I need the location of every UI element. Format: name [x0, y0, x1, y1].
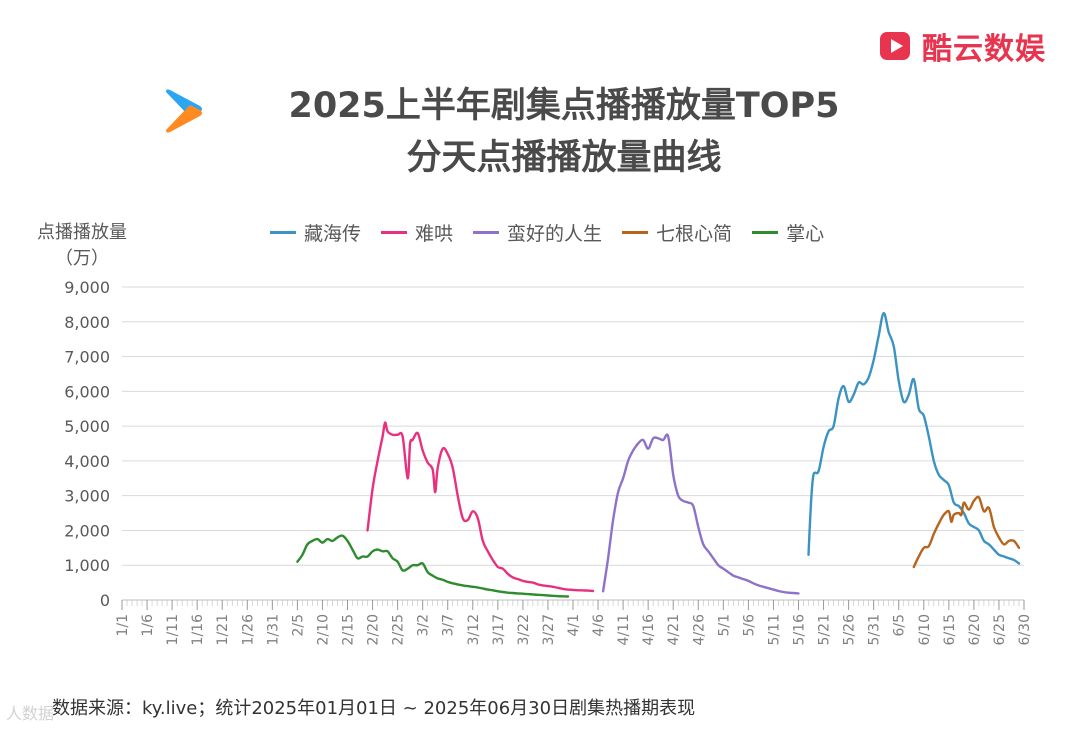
x-tick-label: 3/7: [441, 614, 457, 637]
x-tick-label: 3/22: [516, 614, 532, 645]
legend-swatch: [752, 231, 779, 234]
x-tick-label: 5/16: [792, 614, 808, 646]
legend-item: 蛮好的人生: [473, 219, 602, 246]
x-tick-label: 4/11: [616, 614, 632, 645]
legend-label: 藏海传: [304, 223, 362, 245]
x-tick-label: 6/25: [992, 614, 1008, 645]
x-tick-label: 5/26: [842, 614, 858, 646]
y-tick-label: 5,000: [64, 417, 110, 436]
x-tick-label: 1/11: [165, 614, 181, 645]
play-logo-icon: [880, 32, 910, 60]
x-tick-label: 6/10: [917, 614, 933, 645]
x-tick-label: 5/11: [766, 614, 782, 645]
y-tick-label: 3,000: [64, 487, 110, 506]
legend-item: 七根心简: [622, 219, 732, 246]
x-tick-label: 1/1: [115, 614, 131, 637]
x-tick-label: 3/17: [491, 614, 507, 645]
legend-swatch: [622, 231, 649, 234]
series-line-2: [601, 433, 800, 595]
x-tick-label: 3/27: [541, 614, 557, 645]
x-tick-label: 6/15: [942, 614, 958, 645]
x-tick-label: 2/25: [391, 614, 407, 645]
y-tick-label: 8,000: [64, 313, 110, 332]
legend-item: 难哄: [381, 219, 453, 246]
x-tick-label: 1/6: [140, 614, 156, 637]
legend-swatch: [381, 231, 408, 234]
chart-title-line1: 2025上半年剧集点播播放量TOP5: [288, 86, 840, 126]
legend-item: 掌心: [752, 219, 824, 246]
x-tick-label: 1/31: [265, 614, 281, 645]
x-tick-label: 5/6: [741, 614, 757, 637]
data-source-note: 数据来源：ky.live；统计2025年01月01日 ~ 2025年06月30日…: [52, 698, 696, 719]
series-line-0: [807, 311, 1021, 565]
legend-label: 蛮好的人生: [507, 223, 603, 245]
watermark: 人数据: [6, 704, 55, 723]
x-tick-label: 5/1: [716, 614, 732, 637]
title-block: 2025上半年剧集点播播放量TOP5 分天点播播放量曲线: [160, 80, 920, 184]
app-logo-icon: [166, 89, 202, 133]
x-tick-label: 2/10: [315, 614, 331, 645]
legend-label: 掌心: [786, 223, 825, 245]
y-tick-label: 6,000: [64, 382, 110, 401]
x-tick-label: 4/1: [566, 614, 582, 637]
x-tick-label: 1/26: [240, 614, 256, 646]
y-tick-label: 9,000: [64, 278, 110, 297]
legend-label: 七根心简: [656, 223, 733, 245]
series-line-4: [296, 534, 570, 598]
y-axis-label: 点播播放量 （万）: [37, 222, 127, 269]
chart-title: 2025上半年剧集点播播放量TOP5 分天点播播放量曲线: [208, 80, 920, 184]
legend-item: 藏海传: [270, 219, 361, 246]
x-tick-label: 2/5: [290, 614, 306, 637]
legend-label: 难哄: [415, 223, 454, 245]
x-tick-label: 1/16: [190, 614, 206, 646]
x-tick-label: 5/21: [817, 614, 833, 645]
y-tick-label: 0: [100, 591, 110, 610]
x-tick-label: 3/12: [466, 614, 482, 645]
x-tick-label: 4/26: [691, 614, 707, 646]
legend-swatch: [270, 231, 296, 234]
y-tick-label: 2,000: [64, 521, 110, 540]
y-tick-label: 4,000: [64, 452, 110, 471]
x-tick-label: 4/21: [666, 614, 682, 645]
x-tick-label: 4/16: [641, 614, 657, 646]
y-tick-label: 7,000: [64, 348, 110, 367]
chart-legend: 藏海传 难哄 蛮好的人生 七根心简 掌心: [270, 219, 824, 246]
x-tick-label: 6/30: [1017, 614, 1033, 645]
series-line-1: [366, 421, 595, 593]
y-tick-label: 1,000: [64, 556, 110, 575]
x-tick-label: 2/15: [341, 614, 357, 645]
series-line-3: [912, 495, 1021, 569]
x-tick-label: 2/20: [366, 614, 382, 645]
legend-swatch: [473, 231, 500, 234]
x-tick-label: 3/2: [416, 614, 432, 637]
x-tick-label: 6/5: [892, 614, 908, 637]
x-tick-label: 6/20: [967, 614, 983, 645]
x-tick-label: 1/21: [215, 614, 231, 645]
brand-name: 酷云数娱: [922, 32, 1046, 67]
brand-logo: 酷云数娱: [878, 24, 1046, 68]
x-tick-label: 5/31: [867, 614, 883, 645]
chart-title-line2: 分天点播播放量曲线: [406, 138, 722, 178]
x-tick-label: 4/6: [591, 614, 607, 637]
